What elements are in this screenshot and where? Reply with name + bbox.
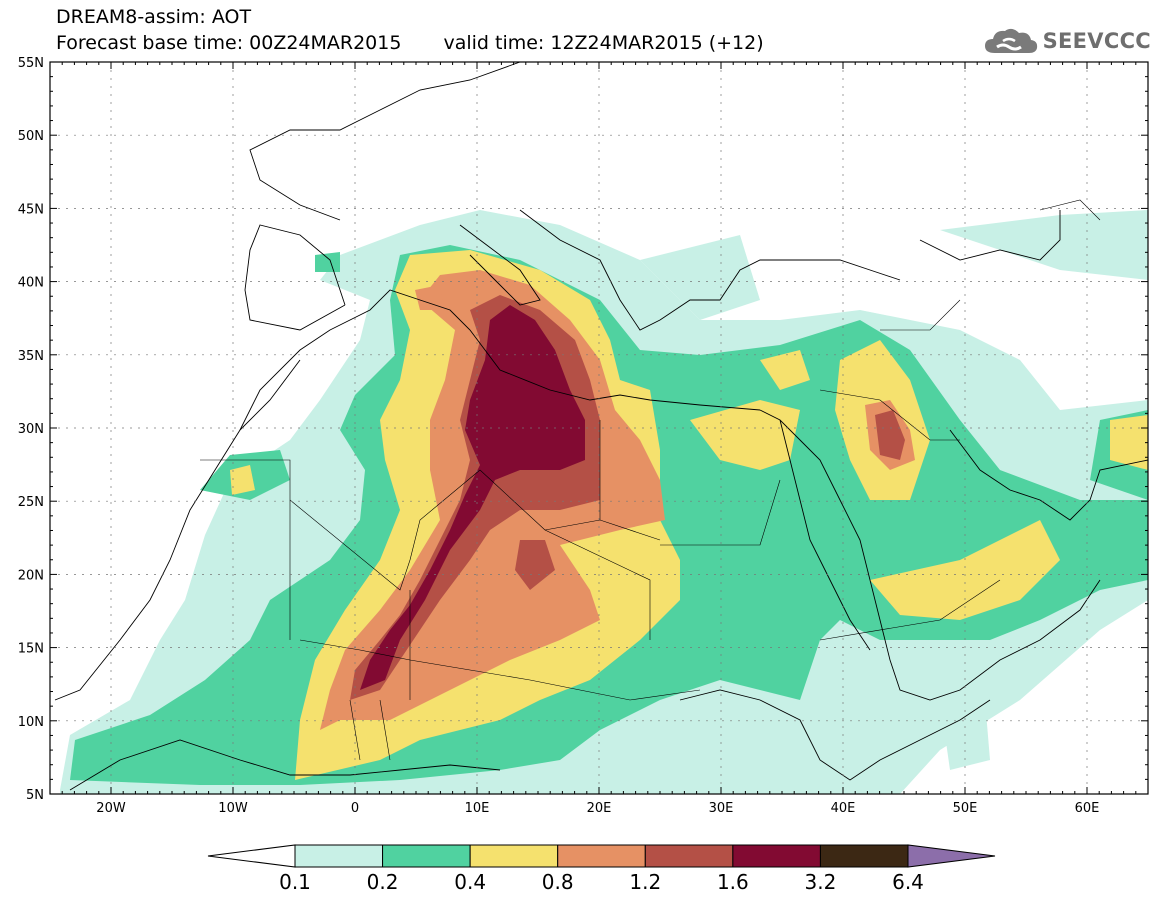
lat-label: 30N [18,422,44,437]
lat-label: 40N [18,276,44,291]
base-time: Forecast base time: 00Z24MAR2015 [56,32,402,54]
lat-label: 50N [18,129,44,144]
time-info: Forecast base time: 00Z24MAR2015 valid ti… [56,32,764,54]
aot-level-1.6 [360,305,585,690]
lon-label: 20W [96,801,126,816]
lat-label: 15N [18,642,44,657]
graticule [50,62,1148,794]
colorbar-label: 0.4 [454,870,486,894]
lon-label: 10W [218,801,248,816]
colorbar-label: 1.6 [717,870,749,894]
colorbar-labels: 0.1 0.2 0.4 0.8 1.2 1.6 3.2 6.4 [279,870,924,894]
axis-ticks [50,61,1148,795]
colorbar-box [382,844,471,868]
lat-label: 55N [18,56,44,71]
colorbar-label: 0.2 [367,870,399,894]
aot-field [50,62,1148,794]
lat-label: 25N [18,495,44,510]
colorbar-under-arrow [207,844,296,868]
colorbar-box [644,844,734,868]
colorbar-box [557,844,646,868]
lon-label: 10E [465,801,490,816]
lat-label: 45N [18,202,44,217]
coastlines [54,62,1148,791]
valid-time: valid time: 12Z24MAR2015 (+12) [443,32,764,54]
colorbar-over-arrow [907,844,996,868]
colorbar-box [732,844,821,868]
map-title: DREAM8-assim: AOT [56,6,252,28]
lon-label: 30E [709,801,734,816]
lat-label: 5N [26,788,44,803]
colorbar-label: 1.2 [629,870,661,894]
colorbar-box [819,844,909,868]
lon-label: 50E [953,801,978,816]
colorbar-box [469,844,559,868]
lat-labels: 55N 50N 45N 40N 35N 30N 25N 20N 15N 10N 5N [18,56,44,803]
lat-label: 20N [18,568,44,583]
lon-label: 40E [831,801,856,816]
lat-label: 10N [18,715,44,730]
colorbar-label: 0.1 [279,870,311,894]
lon-label: 60E [1075,801,1100,816]
lat-label: 35N [18,349,44,364]
colorbar [207,844,996,868]
logo-text: SEEVCCC [1042,29,1151,53]
colorbar-label: 0.8 [542,870,574,894]
cloud-logo-icon [984,28,1037,53]
borders [200,199,1101,761]
lon-labels: 20W 10W 0 10E 20E 30E 40E 50E 60E [96,801,1099,816]
lon-label: 0 [351,801,359,816]
colorbar-label: 3.2 [805,870,837,894]
colorbar-box [294,844,384,868]
seevccc-logo: SEEVCCC [983,24,1151,58]
lon-label: 20E [587,801,612,816]
colorbar-label: 6.4 [892,870,924,894]
